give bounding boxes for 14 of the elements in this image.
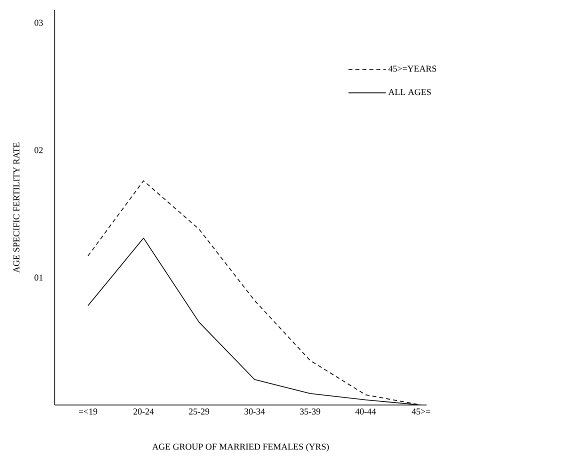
y-axis-title: AGE SPECIFIC FERTILITY RATE: [13, 142, 20, 273]
x-tick-label: 20-24: [133, 408, 154, 415]
y-tick-label: 03: [34, 20, 43, 26]
x-tick-label: =<19: [78, 408, 98, 415]
x-tick-label: 45>=: [412, 408, 430, 415]
x-tick-label: 25-29: [188, 408, 210, 415]
legend-label: ALL AGES: [388, 89, 431, 96]
legend-label: 45>=YEARS: [388, 66, 436, 72]
y-tick-label: 01: [34, 274, 43, 281]
x-tick-label: 30-34: [244, 408, 265, 415]
x-tick-label: 40-44: [355, 408, 376, 415]
y-tick-label: 02: [34, 147, 43, 154]
x-tick-label: 35-39: [300, 408, 320, 415]
x-axis-title: AGE GROUP OF MARRIED FEMALES (YRS): [152, 443, 329, 452]
